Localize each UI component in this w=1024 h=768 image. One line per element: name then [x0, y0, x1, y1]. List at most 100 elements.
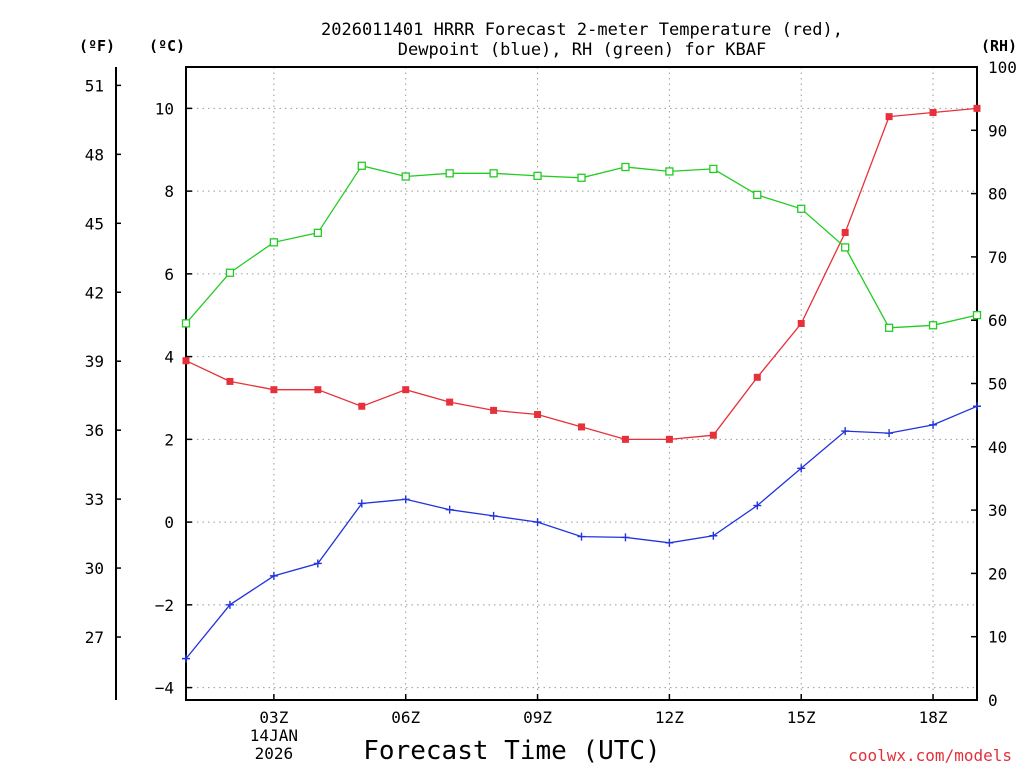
celsius-tick-label: −2 — [155, 596, 174, 615]
rh-tick-label: 70 — [988, 248, 1007, 267]
temperature-point — [490, 406, 498, 414]
celsius-tick-label: 4 — [164, 348, 174, 367]
fahrenheit-tick-label: 48 — [85, 145, 104, 164]
x-tick-label: 03Z — [259, 708, 288, 727]
fahrenheit-tick-label: 45 — [85, 214, 104, 233]
rh-tick-label: 40 — [988, 438, 1007, 457]
temperature-point — [270, 386, 278, 394]
dewpoint-point — [182, 654, 190, 663]
temperature-point — [226, 377, 234, 385]
x-tick-label: 09Z — [523, 708, 552, 727]
series-line — [185, 405, 978, 660]
fahrenheit-tick-label: 42 — [85, 283, 104, 302]
celsius-tick-label: −4 — [155, 679, 174, 698]
rh-point — [665, 167, 674, 176]
dewpoint-point — [621, 533, 630, 542]
rh-point — [709, 164, 718, 174]
rh-point — [357, 161, 366, 170]
dewpoint-point — [357, 499, 366, 508]
rh-tick-label: 0 — [988, 691, 998, 710]
temperature-point — [665, 435, 673, 443]
temperature-point — [621, 435, 629, 443]
dewpoint-point — [841, 427, 850, 436]
dewpoint-point — [577, 532, 586, 541]
dewpoint-point — [709, 531, 718, 540]
rh-point — [225, 268, 235, 277]
rh-point — [972, 310, 982, 320]
series-rh — [181, 161, 982, 332]
celsius-tick-label: 6 — [164, 265, 174, 284]
temperature-point — [182, 357, 190, 365]
rh-point — [533, 171, 542, 181]
rh-point — [884, 323, 894, 332]
rh-tick-label: 80 — [988, 185, 1007, 204]
celsius-tick-label: 2 — [164, 430, 174, 449]
rh-tick-label: 60 — [988, 311, 1007, 330]
celsius-unit-label: (ºC) — [149, 37, 185, 55]
temperature-point — [885, 113, 893, 121]
rh-point — [269, 238, 279, 247]
x-tick-label: 18Z — [919, 708, 948, 727]
fahrenheit-tick-label: 51 — [85, 76, 104, 95]
dewpoint-point — [665, 538, 674, 547]
fahrenheit-tick-label: 30 — [85, 559, 104, 578]
fahrenheit-tick-label: 36 — [85, 421, 104, 440]
dewpoint-point — [973, 402, 981, 411]
temperature-point — [314, 386, 322, 394]
axes: 273033363942454851−4−2024681001020304050… — [85, 58, 1017, 763]
dewpoint-point — [489, 511, 498, 520]
fahrenheit-unit-label: (ºF) — [79, 37, 115, 55]
temperature-point — [358, 402, 366, 410]
temperature-point — [841, 228, 849, 236]
credit-text: coolwx.com/models — [848, 746, 1012, 765]
dewpoint-point — [445, 505, 454, 514]
dewpoint-point — [313, 559, 322, 568]
fahrenheit-tick-label: 39 — [85, 352, 104, 371]
rh-tick-label: 50 — [988, 375, 1007, 394]
rh-tick-label: 10 — [988, 628, 1007, 647]
rh-unit-label: (RH) — [981, 37, 1017, 55]
series-line — [185, 164, 978, 329]
rh-point — [797, 204, 806, 213]
rh-tick-label: 20 — [988, 564, 1007, 583]
x-tick-label: 15Z — [787, 708, 816, 727]
dewpoint-point — [753, 501, 762, 510]
series-dewpoint — [182, 402, 981, 663]
dewpoint-point — [401, 495, 410, 504]
chart-title-line-2: Dewpoint (blue), RH (green) for KBAF — [398, 40, 766, 60]
x-tick-date-label: 14JAN — [250, 726, 298, 745]
rh-point — [577, 173, 586, 182]
x-tick-date-label: 2026 — [255, 744, 294, 763]
dewpoint-point — [929, 420, 938, 429]
celsius-tick-label: 8 — [164, 182, 174, 201]
rh-point — [489, 169, 498, 178]
temperature-point — [929, 109, 937, 117]
dewpoint-point — [797, 464, 806, 473]
dewpoint-point — [269, 571, 278, 580]
chart-title-line-1: 2026011401 HRRR Forecast 2-meter Tempera… — [321, 20, 843, 40]
series-2-meter-temperature — [182, 104, 981, 443]
fahrenheit-tick-label: 27 — [85, 628, 104, 647]
celsius-tick-label: 10 — [155, 99, 174, 118]
x-tick-label: 06Z — [391, 708, 420, 727]
rh-point — [313, 228, 322, 237]
temperature-point — [973, 104, 981, 112]
x-tick-label: 12Z — [655, 708, 684, 727]
dewpoint-point — [885, 429, 894, 438]
temperature-point — [446, 398, 454, 406]
grid-lines — [186, 67, 977, 700]
rh-tick-label: 30 — [988, 501, 1007, 520]
dewpoint-point — [533, 518, 542, 527]
celsius-tick-label: 0 — [164, 513, 174, 532]
rh-point — [841, 243, 850, 252]
temperature-point — [709, 431, 717, 439]
temperature-point — [534, 411, 542, 419]
rh-point — [621, 162, 630, 172]
rh-point — [928, 321, 938, 330]
data-series — [181, 104, 982, 663]
rh-tick-label: 100 — [988, 58, 1017, 77]
temperature-point — [578, 423, 585, 431]
fahrenheit-tick-label: 33 — [85, 490, 104, 509]
temperature-point — [753, 373, 761, 381]
